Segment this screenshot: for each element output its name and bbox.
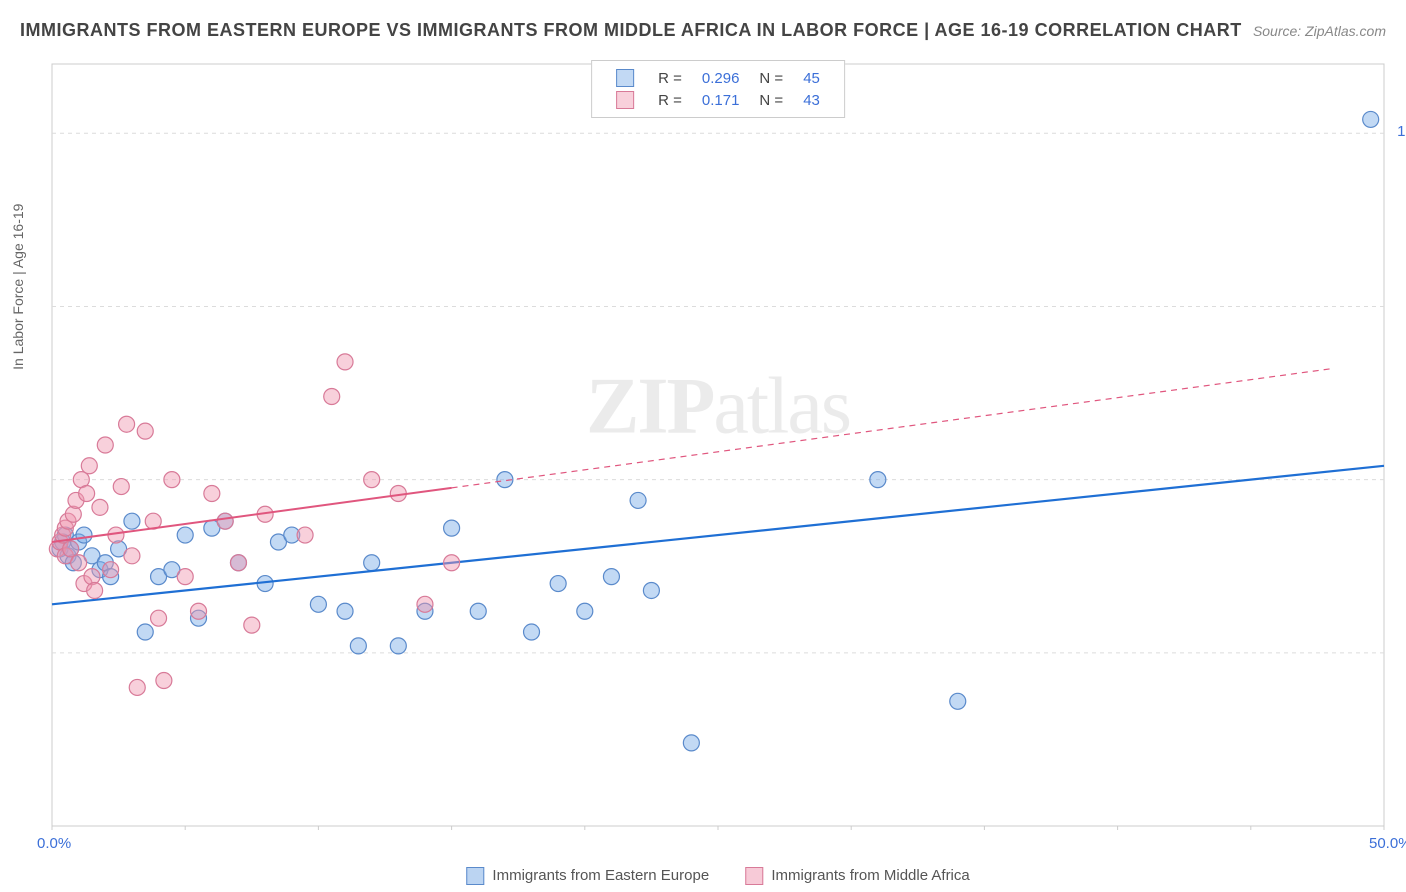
data-point (119, 416, 135, 432)
data-point (84, 569, 100, 585)
data-point (297, 527, 313, 543)
data-point (81, 458, 97, 474)
chart-area: In Labor Force | Age 16-19 ZIPatlas R =0… (48, 60, 1388, 830)
data-point (191, 603, 207, 619)
data-point (603, 569, 619, 585)
data-point (364, 472, 380, 488)
data-point (324, 389, 340, 405)
r-label: R = (648, 67, 692, 89)
data-point (79, 485, 95, 501)
data-point (870, 472, 886, 488)
data-point (364, 555, 380, 571)
data-point (444, 555, 460, 571)
r-value: 0.296 (692, 67, 750, 89)
data-point (97, 437, 113, 453)
data-point (156, 673, 172, 689)
data-point (444, 520, 460, 536)
data-point (577, 603, 593, 619)
data-point (137, 423, 153, 439)
legend-label: Immigrants from Middle Africa (771, 867, 969, 884)
data-point (177, 569, 193, 585)
data-point (76, 527, 92, 543)
chart-title: IMMIGRANTS FROM EASTERN EUROPE VS IMMIGR… (20, 20, 1242, 41)
data-point (950, 693, 966, 709)
legend-swatch (466, 867, 484, 885)
legend-stat-row: R =0.171N =43 (606, 89, 830, 111)
y-axis-label: In Labor Force | Age 16-19 (10, 204, 26, 370)
data-point (417, 596, 433, 612)
data-point (151, 610, 167, 626)
legend-label: Immigrants from Eastern Europe (492, 867, 709, 884)
data-point (137, 624, 153, 640)
data-point (113, 479, 129, 495)
chart-header: IMMIGRANTS FROM EASTERN EUROPE VS IMMIGR… (20, 20, 1386, 41)
data-point (550, 576, 566, 592)
legend-item: Immigrants from Middle Africa (745, 867, 970, 884)
legend-item: Immigrants from Eastern Europe (466, 867, 709, 884)
data-point (310, 596, 326, 612)
r-value: 0.171 (692, 89, 750, 111)
data-point (124, 513, 140, 529)
data-point (337, 603, 353, 619)
data-point (643, 582, 659, 598)
data-point (683, 735, 699, 751)
x-tick-label: 50.0% (1369, 835, 1406, 852)
n-value: 43 (793, 89, 830, 111)
data-point (129, 679, 145, 695)
data-point (524, 624, 540, 640)
data-point (65, 506, 81, 522)
data-point (204, 485, 220, 501)
data-point (390, 638, 406, 654)
data-point (103, 562, 119, 578)
data-point (164, 472, 180, 488)
x-tick-label: 0.0% (37, 835, 71, 852)
data-point (470, 603, 486, 619)
data-point (337, 354, 353, 370)
data-point (244, 617, 260, 633)
legend-swatch (745, 867, 763, 885)
n-value: 45 (793, 67, 830, 89)
data-point (124, 548, 140, 564)
source-label: Source: ZipAtlas.com (1253, 23, 1386, 39)
data-point (230, 555, 246, 571)
legend-stats: R =0.296N =45R =0.171N =43 (591, 60, 845, 118)
legend-series: Immigrants from Eastern Europe Immigrant… (448, 867, 987, 885)
y-tick-label: 100.0% (1397, 123, 1406, 140)
scatter-plot (48, 60, 1388, 830)
legend-stat-row: R =0.296N =45 (606, 67, 830, 89)
data-point (71, 555, 87, 571)
data-point (1363, 111, 1379, 127)
legend-swatch (616, 69, 634, 87)
data-point (630, 492, 646, 508)
legend-swatch (616, 91, 634, 109)
n-label: N = (749, 67, 793, 89)
data-point (217, 513, 233, 529)
data-point (92, 499, 108, 515)
r-label: R = (648, 89, 692, 111)
data-point (177, 527, 193, 543)
data-point (350, 638, 366, 654)
n-label: N = (749, 89, 793, 111)
data-point (87, 582, 103, 598)
